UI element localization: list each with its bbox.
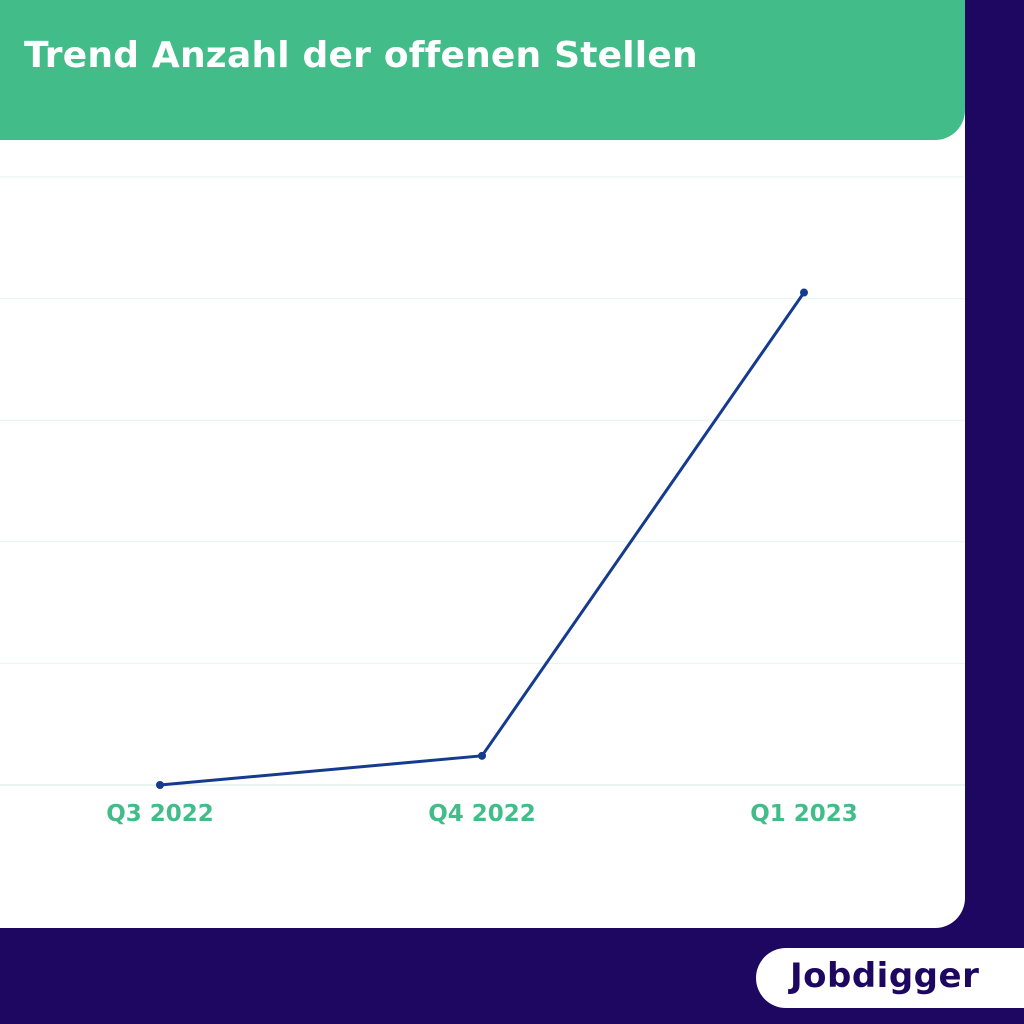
gridlines: [0, 176, 965, 786]
line-chart: Q3 2022 Q4 2022 Q1 2023: [0, 176, 965, 827]
data-point: [478, 751, 486, 760]
data-point: [156, 781, 164, 789]
series-line: [159, 291, 806, 787]
x-tick-label: Q1 2023: [750, 801, 858, 827]
x-tick-label: Q3 2022: [106, 801, 214, 827]
x-axis-tick-labels: Q3 2022 Q4 2022 Q1 2023: [106, 801, 858, 827]
brand-logo: Jobdigger: [790, 956, 980, 996]
brand-logo-pill: Jobdigger: [756, 948, 1024, 1008]
header-banner: Trend Anzahl der offenen Stellen: [0, 0, 965, 140]
x-tick-label: Q4 2022: [428, 801, 536, 827]
chart-title: Trend Anzahl der offenen Stellen: [24, 35, 698, 76]
chart-card: Trend Anzahl der offenen Stellen Q3 2022…: [0, 0, 965, 928]
series-layer: [156, 288, 808, 789]
data-point: [800, 288, 808, 297]
